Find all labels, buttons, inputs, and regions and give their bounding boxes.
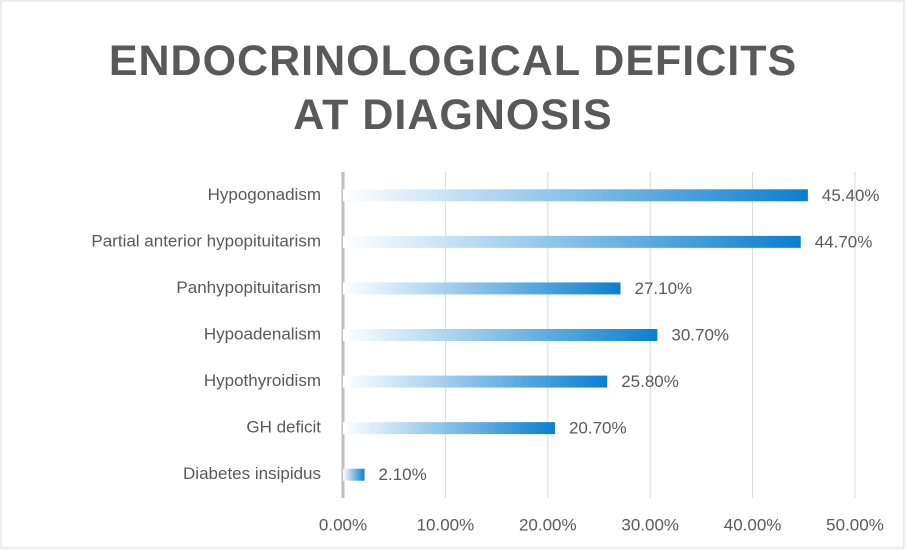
x-tick-label: 0.00% — [319, 515, 367, 534]
data-label: 30.70% — [671, 325, 729, 344]
data-label: 25.80% — [621, 372, 679, 391]
x-tick-label: 10.00% — [417, 515, 475, 534]
bar — [343, 422, 555, 435]
x-tick-label: 50.00% — [826, 515, 884, 534]
data-label: 27.10% — [635, 279, 693, 298]
bar — [343, 329, 658, 341]
y-tick-label: Hypothyroidism — [204, 371, 321, 390]
y-tick-label: Hypoadenalism — [204, 324, 321, 343]
data-label: 20.70% — [569, 419, 627, 438]
y-tick-label: Diabetes insipidus — [183, 464, 321, 483]
data-label: 45.40% — [822, 186, 880, 205]
y-tick-label: Hypogonadism — [208, 185, 321, 204]
bar — [343, 468, 365, 481]
y-tick-label: Panhypopituitarism — [176, 278, 321, 297]
chart-title: ENDOCRINOLOGICAL DEFICITS AT DIAGNOSIS — [108, 37, 798, 139]
bar — [343, 235, 801, 248]
x-tick-label: 20.00% — [519, 515, 577, 534]
x-tick-label: 30.00% — [621, 515, 679, 534]
y-tick-label: Partial anterior hypopituitarism — [91, 231, 321, 250]
y-tick-label: GH deficit — [246, 418, 321, 437]
x-tick-label: 40.00% — [724, 515, 782, 534]
data-label: 2.10% — [379, 465, 427, 484]
bar — [343, 189, 808, 202]
data-label: 44.70% — [815, 232, 873, 251]
bar — [343, 375, 608, 388]
bar — [343, 282, 621, 295]
